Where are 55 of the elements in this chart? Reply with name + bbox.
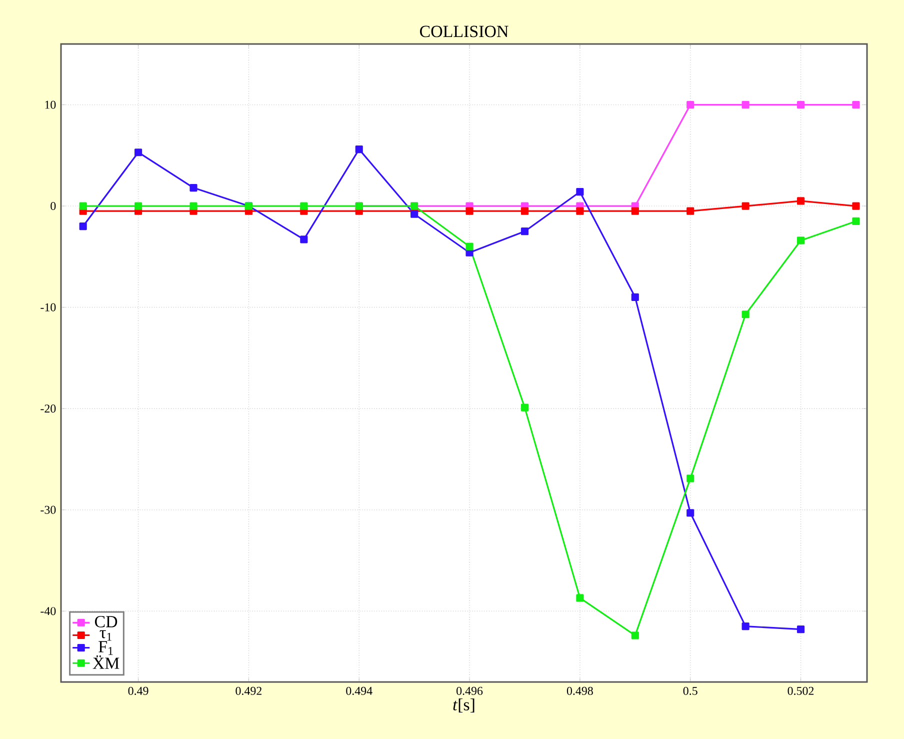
y-tick-label: -30: [40, 506, 56, 514]
legend-label: ẌM: [92, 655, 120, 669]
point: [576, 188, 584, 196]
point: [852, 202, 860, 210]
point: [742, 202, 750, 210]
point: [300, 202, 308, 210]
y-tick-label: -10: [40, 303, 56, 312]
x-tick-label: 0.496: [456, 686, 483, 695]
point: [796, 626, 805, 634]
point: [134, 148, 142, 156]
x-tick-label: 0.502: [788, 686, 814, 695]
point: [852, 100, 860, 109]
x-tick-label: 0.49: [128, 686, 148, 695]
point: [686, 474, 694, 482]
point: [686, 207, 694, 215]
point: [631, 207, 639, 215]
chart-title: COLLISION: [420, 26, 508, 38]
legend-label: τ$_{1}$: [100, 630, 112, 641]
point: [686, 509, 694, 517]
point: [466, 207, 474, 215]
point: [796, 100, 805, 109]
point: [686, 100, 694, 109]
point: [300, 236, 308, 244]
point: [466, 242, 474, 250]
point: [410, 210, 418, 218]
point: [134, 202, 142, 210]
y-tick-label: 10: [45, 100, 56, 109]
point: [79, 222, 87, 230]
point: [852, 217, 860, 226]
x-tick-label: 0.492: [236, 686, 262, 695]
legend-label: F$_{1}$: [98, 641, 113, 655]
point: [796, 236, 805, 244]
point: [742, 622, 750, 630]
x-tick-label: 0.498: [566, 686, 593, 695]
point: [631, 293, 639, 301]
point: [190, 184, 198, 192]
point: [576, 207, 584, 215]
y-tick-label: -40: [40, 607, 56, 616]
point: [576, 594, 584, 602]
x-tick-label: 0.5: [683, 686, 698, 695]
point: [190, 202, 198, 210]
point: [355, 146, 363, 154]
legend-label: CD: [94, 616, 118, 628]
point: [520, 228, 529, 236]
point: [520, 404, 529, 412]
point: [631, 632, 639, 640]
y-tick-label: -20: [40, 404, 56, 413]
point: [79, 202, 87, 210]
x-tick-label: 0.494: [346, 686, 372, 695]
y-tick-label: 0: [50, 202, 56, 210]
point: [742, 100, 750, 109]
point: [742, 310, 750, 318]
x-axis-title: t[s]: [453, 698, 474, 713]
point: [520, 207, 529, 215]
point: [796, 197, 805, 205]
